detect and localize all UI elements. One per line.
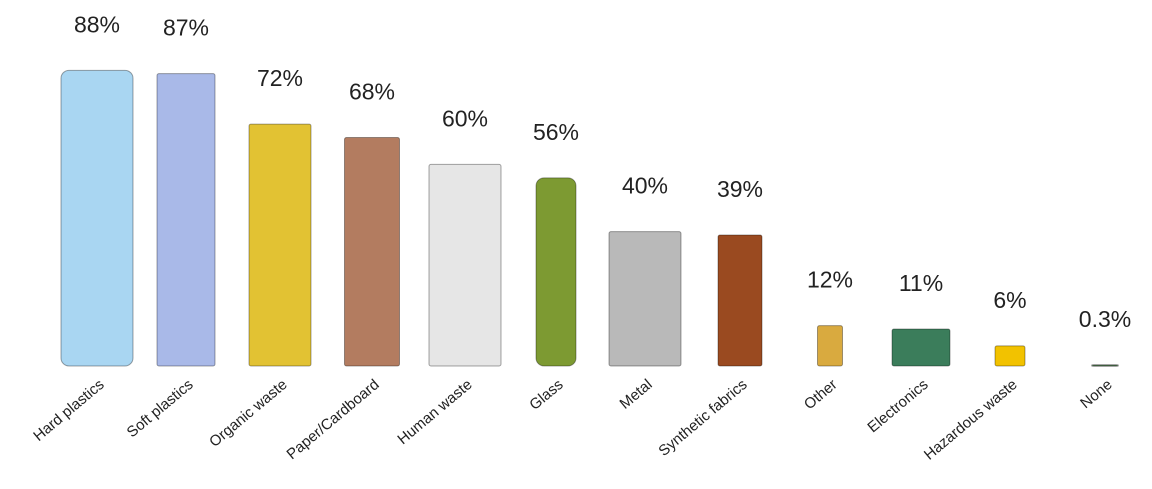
bar-group: 0.3% None	[1077, 306, 1131, 412]
x-tick-label: Soft plastics	[124, 376, 197, 441]
value-label: 39%	[717, 176, 763, 202]
bar-group: 88% Hard plastics	[30, 11, 134, 445]
x-tick-label: Hazardous waste	[921, 376, 1021, 464]
value-label: 0.3%	[1079, 306, 1131, 332]
value-label: 68%	[349, 79, 395, 105]
bar	[717, 234, 763, 367]
bar-group: 12% Other	[801, 267, 853, 413]
value-label: 40%	[622, 173, 668, 199]
x-tick-label: Synthetic fabrics	[655, 376, 750, 460]
bar	[1091, 363, 1119, 368]
value-label: 11%	[899, 270, 943, 296]
x-tick-label: Human waste	[394, 376, 475, 448]
value-label: 60%	[442, 105, 488, 131]
bar-group: 87% Soft plastics	[124, 15, 216, 441]
value-label: 88%	[74, 11, 120, 37]
value-label: 72%	[257, 65, 303, 91]
bar	[156, 73, 216, 367]
bar	[817, 325, 843, 367]
bar-group: 56% Glass	[526, 119, 579, 414]
x-tick-label: Other	[801, 376, 841, 413]
value-label: 12%	[807, 267, 853, 293]
x-tick-label: Metal	[617, 376, 656, 413]
bar	[248, 123, 312, 367]
bar-group: 40% Metal	[608, 173, 682, 413]
value-label: 87%	[163, 15, 209, 41]
bar	[60, 69, 134, 367]
bar-group: 11% Electronics	[864, 270, 951, 436]
bar-group: 6% Hazardous waste	[921, 287, 1027, 464]
x-tick-label: Hard plastics	[30, 376, 107, 445]
value-label: 6%	[993, 287, 1026, 313]
bar	[608, 231, 682, 367]
bar	[535, 177, 577, 367]
bar-group: 60% Human waste	[394, 105, 502, 448]
bar-group: 72% Organic waste	[206, 65, 312, 451]
x-tick-label: Paper/Cardboard	[283, 376, 382, 463]
bar	[891, 328, 951, 367]
bar	[428, 163, 502, 367]
x-tick-label: None	[1077, 376, 1115, 412]
x-tick-label: Organic waste	[206, 376, 290, 451]
bar	[344, 137, 400, 367]
x-tick-label: Electronics	[864, 376, 931, 436]
value-label: 56%	[533, 119, 579, 145]
bar	[994, 345, 1026, 367]
x-tick-label: Glass	[526, 376, 566, 414]
